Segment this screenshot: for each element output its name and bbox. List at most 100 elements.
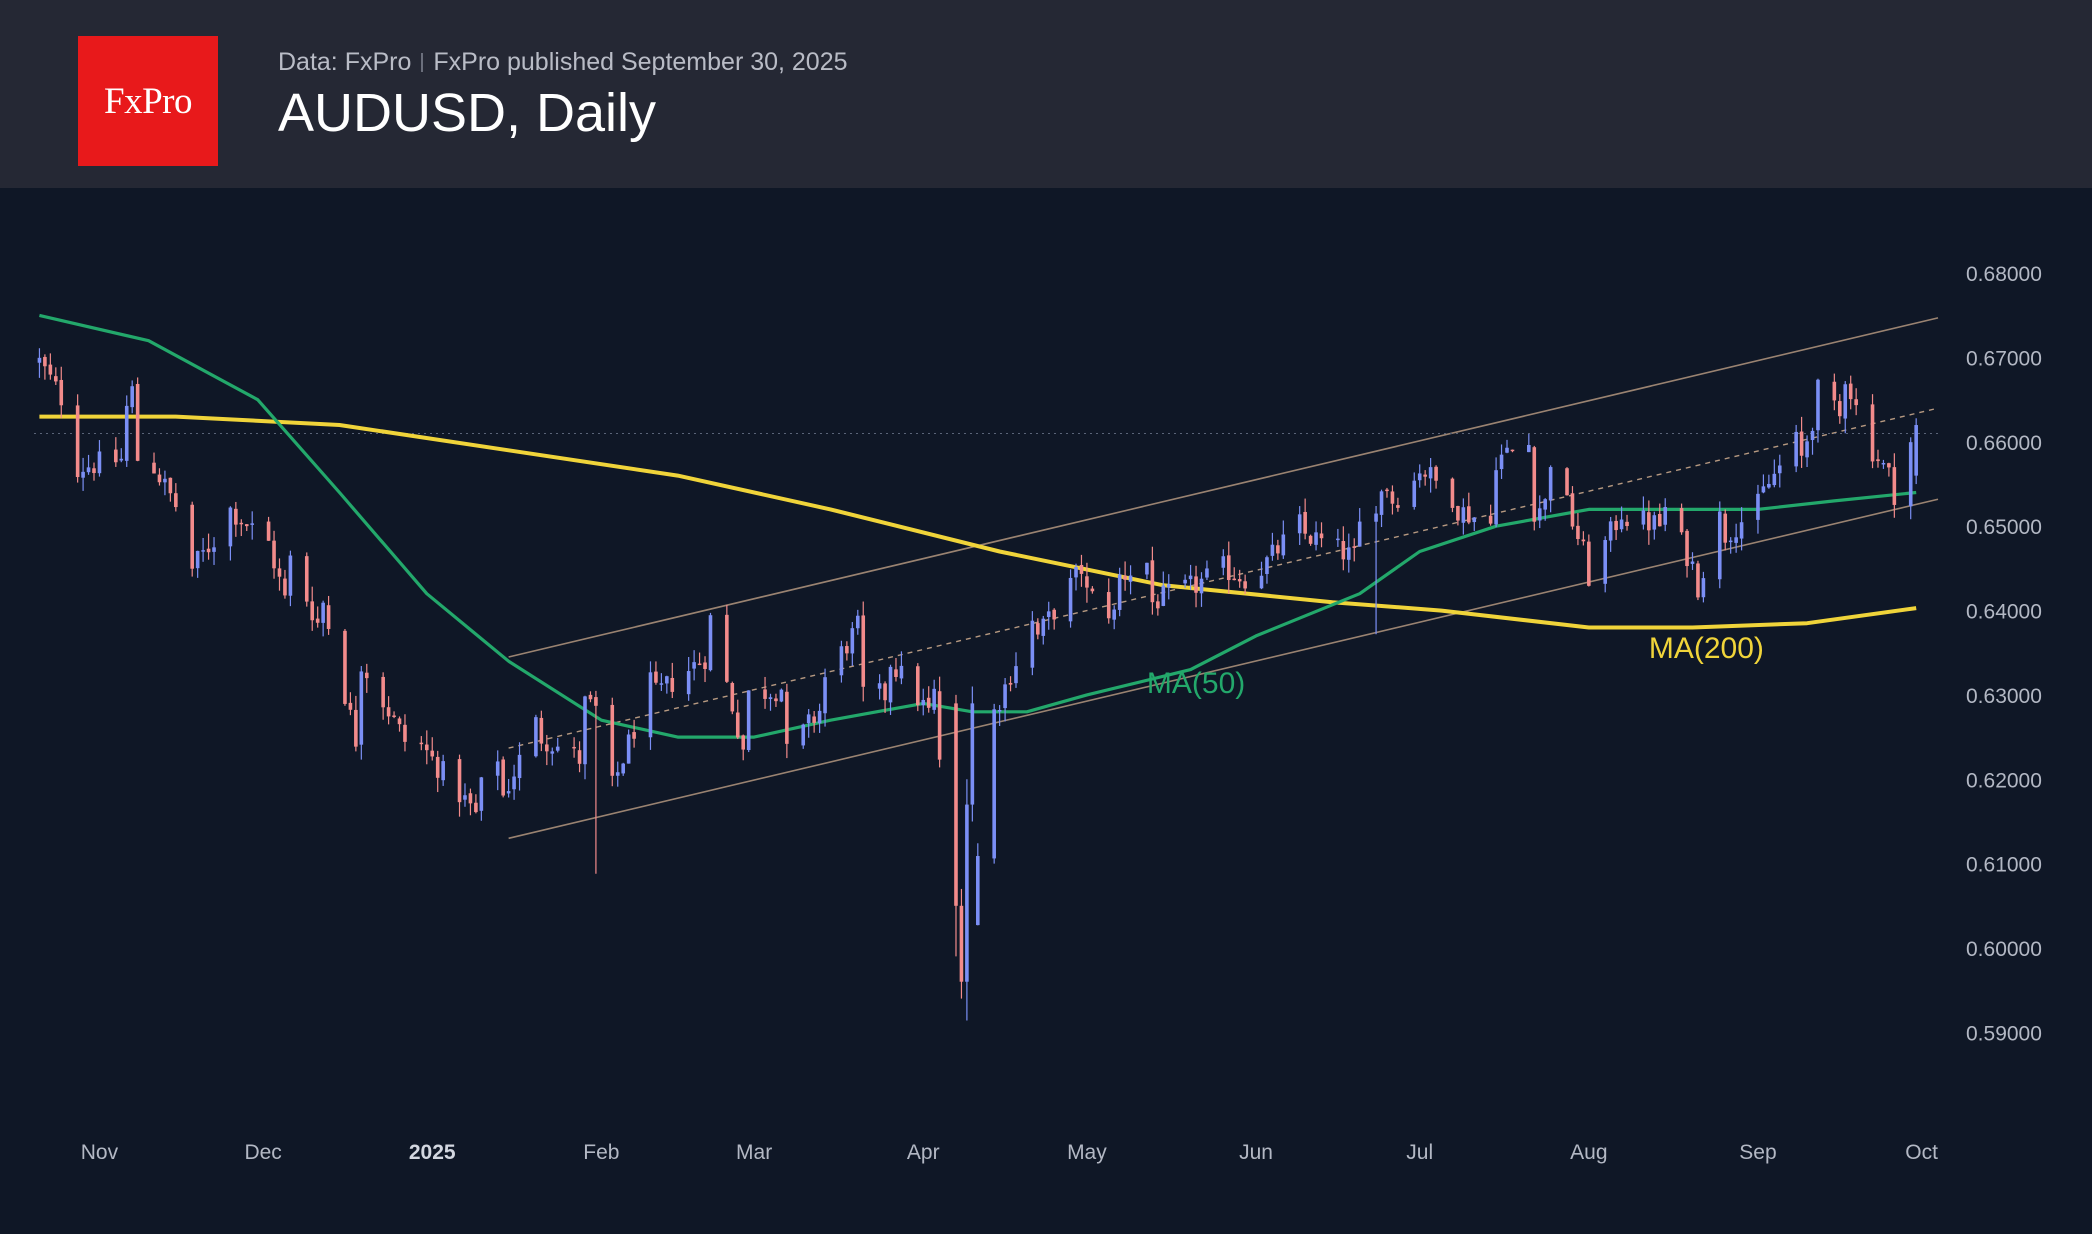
candle-body bbox=[1276, 545, 1280, 554]
candle-body bbox=[594, 697, 598, 706]
candle-body bbox=[779, 689, 784, 702]
candle-body bbox=[926, 697, 931, 708]
chart-meta: Data: FxPro FxPro published September 30,… bbox=[278, 48, 848, 77]
candle-body bbox=[534, 717, 538, 757]
candle-body bbox=[392, 715, 396, 717]
candle-body bbox=[1030, 620, 1035, 668]
candle-body bbox=[1908, 442, 1913, 507]
candle-body bbox=[703, 662, 707, 669]
candle-body bbox=[1270, 544, 1275, 556]
candle-body bbox=[1090, 588, 1095, 592]
candle-body bbox=[1527, 444, 1531, 453]
candle-body bbox=[1488, 515, 1493, 524]
candle-body bbox=[119, 458, 124, 461]
candle-body bbox=[157, 474, 162, 483]
candle-body bbox=[1068, 577, 1073, 622]
candle-body bbox=[583, 696, 587, 765]
candle-body bbox=[725, 614, 729, 682]
candle-body bbox=[348, 702, 353, 710]
candle-body bbox=[1576, 525, 1580, 540]
ma-label-0: MA(50) bbox=[1147, 667, 1245, 700]
candle-body bbox=[1341, 541, 1346, 560]
candle-body bbox=[424, 744, 429, 751]
x-tick-label: Dec bbox=[244, 1141, 281, 1164]
candle-body bbox=[1543, 499, 1547, 510]
candle-body bbox=[195, 550, 200, 569]
candle-body bbox=[839, 646, 844, 676]
candle-body bbox=[190, 504, 195, 569]
candle-body bbox=[315, 618, 320, 623]
candle-body bbox=[1848, 383, 1853, 400]
candle-body bbox=[763, 689, 767, 699]
candle-body bbox=[1145, 562, 1149, 575]
candle-body bbox=[1232, 578, 1237, 581]
candle-body bbox=[1663, 507, 1668, 525]
candle-body bbox=[741, 735, 746, 750]
candle-body bbox=[1352, 546, 1357, 548]
candle-body bbox=[1532, 447, 1537, 522]
candle-body bbox=[1243, 581, 1247, 589]
candle-body bbox=[430, 750, 435, 757]
candle-body bbox=[1810, 430, 1815, 441]
candle-body bbox=[1581, 539, 1586, 542]
candle-body bbox=[1887, 463, 1891, 468]
candle-body bbox=[877, 683, 882, 689]
candle-body bbox=[244, 524, 249, 527]
candle-body bbox=[817, 710, 822, 724]
candle-body bbox=[659, 683, 664, 685]
candle-body bbox=[1390, 491, 1395, 504]
candle-body bbox=[1166, 584, 1171, 588]
candle-body bbox=[1374, 513, 1378, 522]
candle-body bbox=[692, 662, 696, 669]
candle-body bbox=[1537, 508, 1542, 521]
candle-body bbox=[1657, 513, 1662, 527]
candle-body bbox=[1396, 505, 1400, 508]
candle-body bbox=[708, 615, 713, 671]
y-tick-label: 0.62000 bbox=[1966, 769, 2042, 792]
candle-body bbox=[474, 802, 478, 813]
candle-body bbox=[1385, 489, 1389, 492]
candle-body bbox=[1117, 574, 1122, 610]
candle-body bbox=[850, 628, 855, 654]
candle-body bbox=[1265, 557, 1269, 574]
candle-body bbox=[1619, 519, 1624, 530]
candle-body bbox=[888, 666, 893, 703]
candle-body bbox=[168, 477, 173, 494]
candle-body bbox=[626, 734, 631, 764]
candle-body bbox=[228, 507, 233, 547]
candle-body bbox=[37, 357, 42, 363]
candle-body bbox=[283, 578, 287, 596]
chart-title: AUDUSD, Daily bbox=[278, 83, 657, 143]
candle-body bbox=[932, 688, 936, 710]
candle-body bbox=[1188, 575, 1193, 580]
candle-body bbox=[1510, 449, 1515, 452]
candle-body bbox=[1357, 521, 1362, 547]
candle-body bbox=[239, 522, 244, 525]
candle-body bbox=[1794, 431, 1798, 467]
candle-body bbox=[1685, 530, 1689, 567]
candle-body bbox=[970, 703, 975, 805]
x-tick-label: 2025 bbox=[409, 1141, 456, 1164]
y-tick-label: 0.67000 bbox=[1966, 348, 2042, 371]
candle-body bbox=[665, 676, 669, 684]
candle-body bbox=[512, 776, 516, 790]
candle-body bbox=[1690, 561, 1695, 564]
candle-body bbox=[1696, 563, 1700, 598]
x-tick-label: Sep bbox=[1739, 1141, 1776, 1164]
candle-body bbox=[212, 547, 216, 552]
candle-body bbox=[1041, 618, 1046, 636]
candle-body bbox=[588, 694, 593, 700]
candle-body bbox=[1428, 467, 1433, 479]
candle-body bbox=[965, 804, 969, 982]
channel-lower-line bbox=[508, 498, 1939, 840]
candle-body bbox=[1150, 560, 1155, 603]
candle-body bbox=[992, 709, 996, 859]
candle-body bbox=[517, 754, 522, 779]
candle-body bbox=[1728, 540, 1733, 543]
candle-body bbox=[1036, 623, 1040, 635]
candle-body bbox=[1303, 511, 1307, 534]
candle-body bbox=[997, 710, 1002, 712]
candle-body bbox=[545, 744, 549, 752]
candle-body bbox=[845, 646, 849, 654]
candle-body bbox=[1494, 470, 1498, 525]
